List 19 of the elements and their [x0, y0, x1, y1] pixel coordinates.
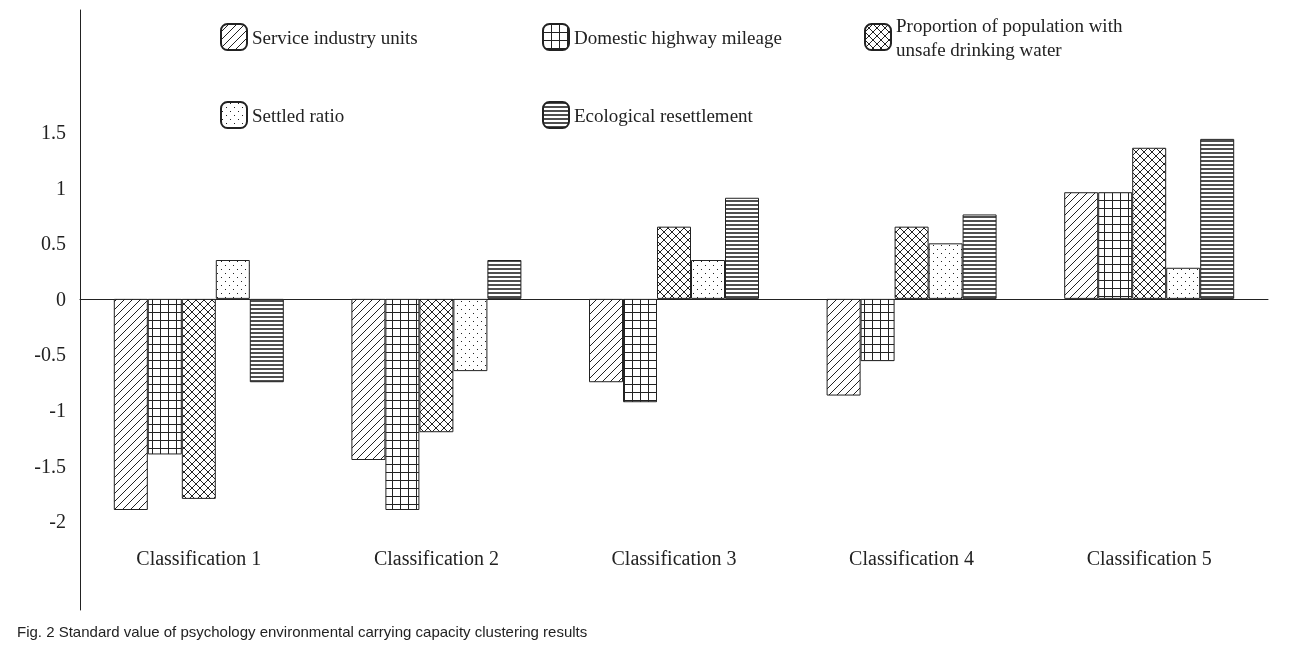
y-tick-label: 0.5	[41, 232, 66, 255]
x-tick-label: Classification 5	[1086, 547, 1212, 569]
legend-label: Proportion of population with unsafe drinking water	[896, 14, 1128, 60]
x-tick-label: Classification 4	[849, 547, 975, 569]
y-tick-label: -1	[49, 399, 66, 421]
legend-label: Settled ratio	[252, 104, 345, 126]
text: Fig. 2 Standard value of psychology environmental carrying capacity clustering results	[17, 623, 588, 640]
x-tick-label: Classification 2	[373, 547, 499, 569]
y-tick-label: -2	[49, 510, 66, 533]
legend-label: Domestic highway mileage	[574, 26, 782, 48]
x-tick-label: Classification 1	[136, 547, 262, 569]
y-tick-label: -1.5	[34, 454, 66, 477]
y-tick-label: 1	[56, 176, 66, 199]
y-tick-label: -0.5	[34, 343, 66, 366]
x-tick-label: Classification 3	[611, 547, 737, 569]
legend-label: Ecological resettlement	[574, 104, 754, 126]
y-tick-label: 1.5	[41, 121, 66, 144]
legend-label: Service industry units	[252, 26, 418, 48]
y-tick-label: 0	[56, 287, 66, 310]
